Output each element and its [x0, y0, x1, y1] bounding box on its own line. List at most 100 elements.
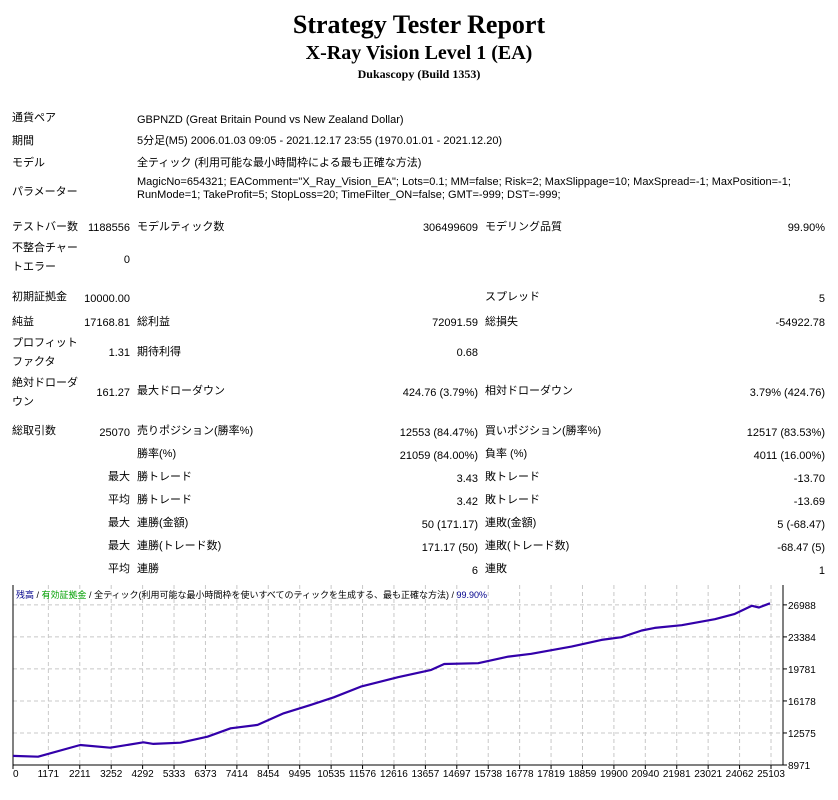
- x-tick-label: 18859: [569, 769, 597, 780]
- largest-win-value: 3.43: [456, 473, 478, 485]
- y-tick-label: 19781: [788, 665, 816, 676]
- legend-balance: 残高: [16, 590, 35, 600]
- avg-cons-prefix: 平均: [108, 563, 130, 575]
- x-tick-label: 23021: [694, 769, 722, 780]
- chart-header: 残高 / 有効証拠金 / 全ティック(利用可能な最小時間枠を使いすべてのティック…: [16, 588, 487, 601]
- max-cons-wins-label: 連勝(金額): [137, 517, 189, 529]
- gross-profit-label: 総利益: [137, 316, 170, 328]
- max-cons-lossamt-value: -68.47 (5): [777, 542, 825, 554]
- abs-drawdown-label: 絶対ドローダウン: [12, 377, 78, 408]
- total-trades-value: 25070: [99, 427, 130, 439]
- avg-win-label: 勝トレード: [137, 494, 192, 506]
- total-trades-label: 総取引数: [12, 425, 56, 437]
- net-profit-value: 17168.81: [84, 317, 130, 329]
- model-label: モデル: [12, 157, 45, 169]
- largest-prefix: 最大: [108, 471, 130, 483]
- y-tick-label: 16178: [788, 697, 816, 708]
- x-tick-label: 24062: [726, 769, 754, 780]
- x-tick-label: 10535: [317, 769, 345, 780]
- max-drawdown-label: 最大ドローダウン: [137, 385, 225, 397]
- max-drawdown-value: 424.76 (3.79%): [402, 387, 478, 399]
- x-tick-label: 20940: [631, 769, 659, 780]
- x-tick-label: 0: [13, 769, 19, 780]
- x-tick-label: 7414: [226, 769, 249, 780]
- x-tick-label: 25103: [757, 769, 785, 780]
- gross-loss-value: -54922.78: [775, 317, 825, 329]
- ticks-label: モデルティック数: [137, 221, 225, 233]
- rel-drawdown-value: 3.79% (424.76): [749, 387, 825, 399]
- long-positions-label: 買いポジション(勝率%): [485, 425, 602, 437]
- x-tick-label: 16778: [506, 769, 534, 780]
- net-profit-label: 純益: [12, 316, 34, 328]
- x-tick-label: 9495: [289, 769, 312, 780]
- x-tick-label: 1171: [38, 769, 60, 780]
- win-rate-label: 勝率(%): [137, 448, 177, 460]
- spread-value: 5: [818, 293, 825, 305]
- mismatch-value: 0: [123, 254, 130, 266]
- mismatch-label: 不整合チャートエラー: [12, 242, 78, 273]
- largest-win-label: 勝トレード: [137, 471, 192, 483]
- bars-label: テストバー数: [12, 221, 78, 233]
- avg-loss-label: 敗トレード: [485, 494, 540, 506]
- max-cons-profit-label: 連勝(トレード数): [137, 540, 222, 552]
- avg-cons-wins-label: 連勝: [137, 563, 159, 575]
- max-cons-prefix: 最大: [108, 517, 130, 529]
- ticks-value: 306499609: [422, 222, 478, 234]
- x-tick-label: 17819: [537, 769, 565, 780]
- max-cons-lossamt-label: 連敗(トレード数): [485, 540, 570, 552]
- build-info: Dukascopy (Build 1353): [357, 67, 481, 81]
- legend-quality: 99.90%: [456, 590, 488, 600]
- max-cons-wins-value: 50 (171.17): [421, 519, 478, 531]
- x-tick-label: 21981: [663, 769, 691, 780]
- x-tick-label: 8454: [257, 769, 280, 780]
- avg-cons-losses-value: 1: [818, 565, 825, 577]
- x-tick-label: 13657: [411, 769, 439, 780]
- y-tick-label: 8971: [788, 761, 811, 772]
- quality-label: モデリング品質: [485, 221, 562, 233]
- long-positions-value: 12517 (83.53%): [746, 427, 825, 439]
- ea-name: X-Ray Vision Level 1 (EA): [305, 42, 533, 64]
- quality-value: 99.90%: [787, 222, 825, 234]
- period-label: 期間: [12, 135, 34, 147]
- y-tick-label: 12575: [788, 729, 816, 740]
- legend-sep: /: [34, 590, 42, 600]
- short-positions-value: 12553 (84.47%): [399, 427, 478, 439]
- x-tick-label: 5333: [163, 769, 186, 780]
- max-cons-profit-value: 171.17 (50): [421, 542, 478, 554]
- avg-cons-wins-value: 6: [471, 565, 478, 577]
- gross-loss-label: 総損失: [485, 316, 518, 328]
- params-line-1: MagicNo=654321; EAComment="X_Ray_Vision_…: [137, 176, 791, 188]
- symbol-label: 通貨ペア: [12, 112, 56, 124]
- x-tick-label: 19900: [600, 769, 628, 780]
- win-rate-value: 21059 (84.00%): [399, 450, 478, 462]
- x-tick-label: 15738: [474, 769, 502, 780]
- legend-sep: /: [449, 590, 457, 600]
- x-tick-label: 2211: [69, 769, 91, 780]
- x-tick-label: 6373: [194, 769, 217, 780]
- model-value: 全ティック (利用可能な最小時間枠による最も正確な方法): [137, 157, 422, 169]
- abs-drawdown-value: 161.27: [96, 387, 130, 399]
- y-tick-label: 26988: [788, 601, 816, 612]
- average-prefix: 平均: [108, 494, 130, 506]
- legend-equity: 有効証拠金: [41, 590, 87, 600]
- loss-rate-value: 4011 (16.00%): [753, 450, 825, 462]
- gross-profit-value: 72091.59: [432, 317, 478, 329]
- deposit-value: 10000.00: [84, 293, 130, 305]
- avg-cons-losses-label: 連敗: [485, 563, 507, 575]
- avg-loss-value: -13.69: [793, 496, 825, 508]
- payoff-label: 期待利得: [137, 346, 181, 358]
- max-cons-count-prefix: 最大: [108, 540, 130, 552]
- avg-win-value: 3.42: [456, 496, 478, 508]
- balance-line: [12, 602, 771, 758]
- y-tick-label: 23384: [788, 633, 816, 644]
- short-positions-label: 売りポジション(勝率%): [137, 425, 254, 437]
- symbol-value: GBPNZD (Great Britain Pound vs New Zeala…: [137, 114, 404, 126]
- x-tick-label: 11576: [349, 769, 377, 780]
- profit-factor-label: プロフィットファクタ: [12, 337, 78, 368]
- x-tick-label: 12616: [380, 769, 408, 780]
- loss-rate-label: 負率 (%): [485, 448, 528, 460]
- balance-chart-svg: 26988 23384 19781 16178 12575 8971 0 1171 2211 32…: [12, 585, 816, 780]
- report-title: Strategy Tester Report: [292, 10, 546, 39]
- spread-label: スプレッド: [485, 291, 540, 303]
- x-tick-label: 4292: [131, 769, 154, 780]
